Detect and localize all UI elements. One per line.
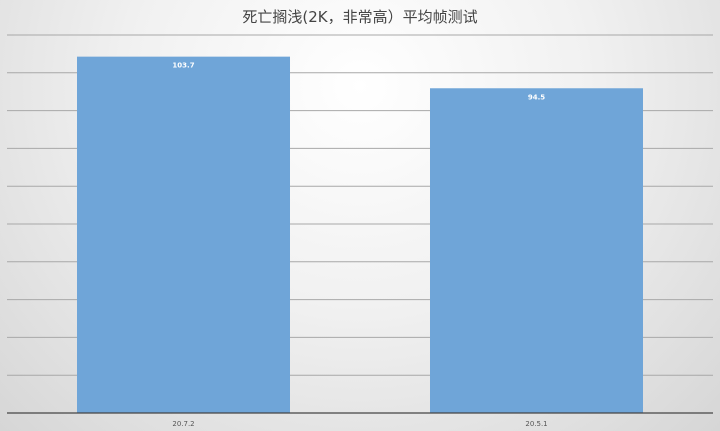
bar [430, 88, 643, 413]
x-tick-label: 20.5.1 [525, 420, 547, 428]
data-label: 94.5 [528, 93, 545, 101]
bar [77, 56, 290, 414]
chart-title: 死亡搁浅(2K，非常高）平均帧测试 [242, 8, 478, 26]
x-tick-label: 20.7.2 [172, 420, 194, 428]
data-label: 103.7 [172, 62, 194, 70]
